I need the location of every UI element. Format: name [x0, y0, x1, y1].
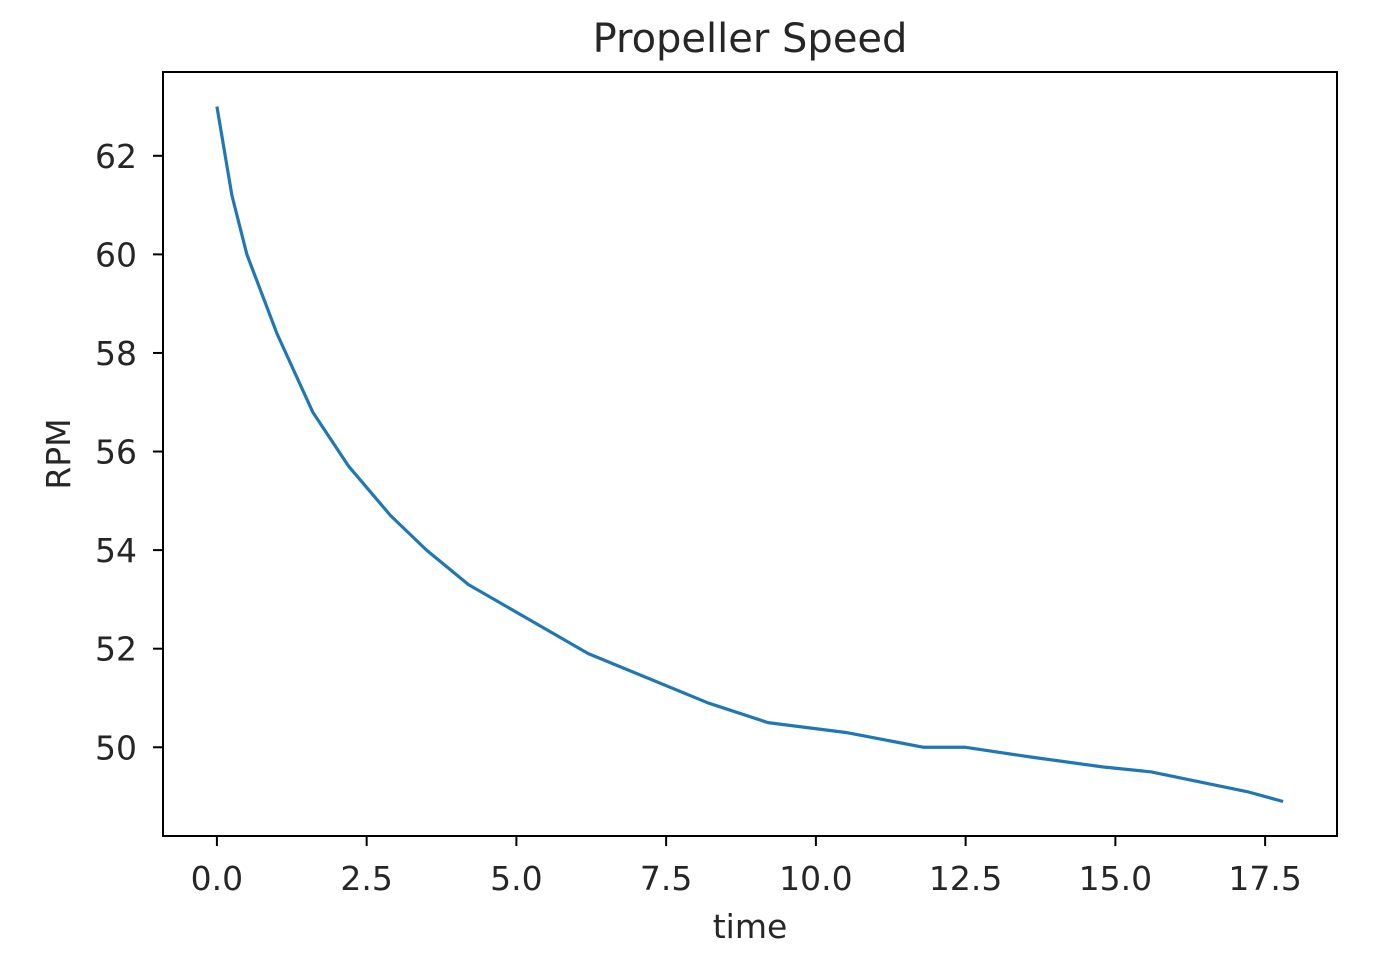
- y-axis-ticks: 50 52 54 56 58 60 62: [95, 137, 163, 767]
- x-tick-label: 2.5: [340, 859, 392, 898]
- y-tick-label: 50: [95, 728, 137, 767]
- y-tick-label: 54: [95, 531, 137, 570]
- x-axis-ticks: 0.0 2.5 5.0 7.5 10.0 12.5 15.0 17.5: [191, 836, 1302, 898]
- y-tick-label: 52: [95, 630, 137, 669]
- y-tick-label: 58: [95, 334, 137, 373]
- x-tick-label: 7.5: [640, 859, 692, 898]
- y-axis-label: RPM: [39, 418, 78, 489]
- x-tick-label: 5.0: [490, 859, 542, 898]
- x-tick-label: 17.5: [1228, 859, 1301, 898]
- y-tick-label: 62: [95, 137, 137, 176]
- y-tick-label: 60: [95, 235, 137, 274]
- y-tick-label: 56: [95, 433, 137, 472]
- x-axis-label: time: [713, 907, 788, 946]
- rpm-series-line: [215, 106, 1284, 804]
- x-tick-label: 10.0: [779, 859, 852, 898]
- x-tick-label: 15.0: [1079, 859, 1152, 898]
- x-tick-label: 12.5: [929, 859, 1002, 898]
- chart-title: Propeller Speed: [593, 16, 908, 62]
- x-tick-label: 0.0: [191, 859, 243, 898]
- plot-area-frame: [162, 71, 1338, 837]
